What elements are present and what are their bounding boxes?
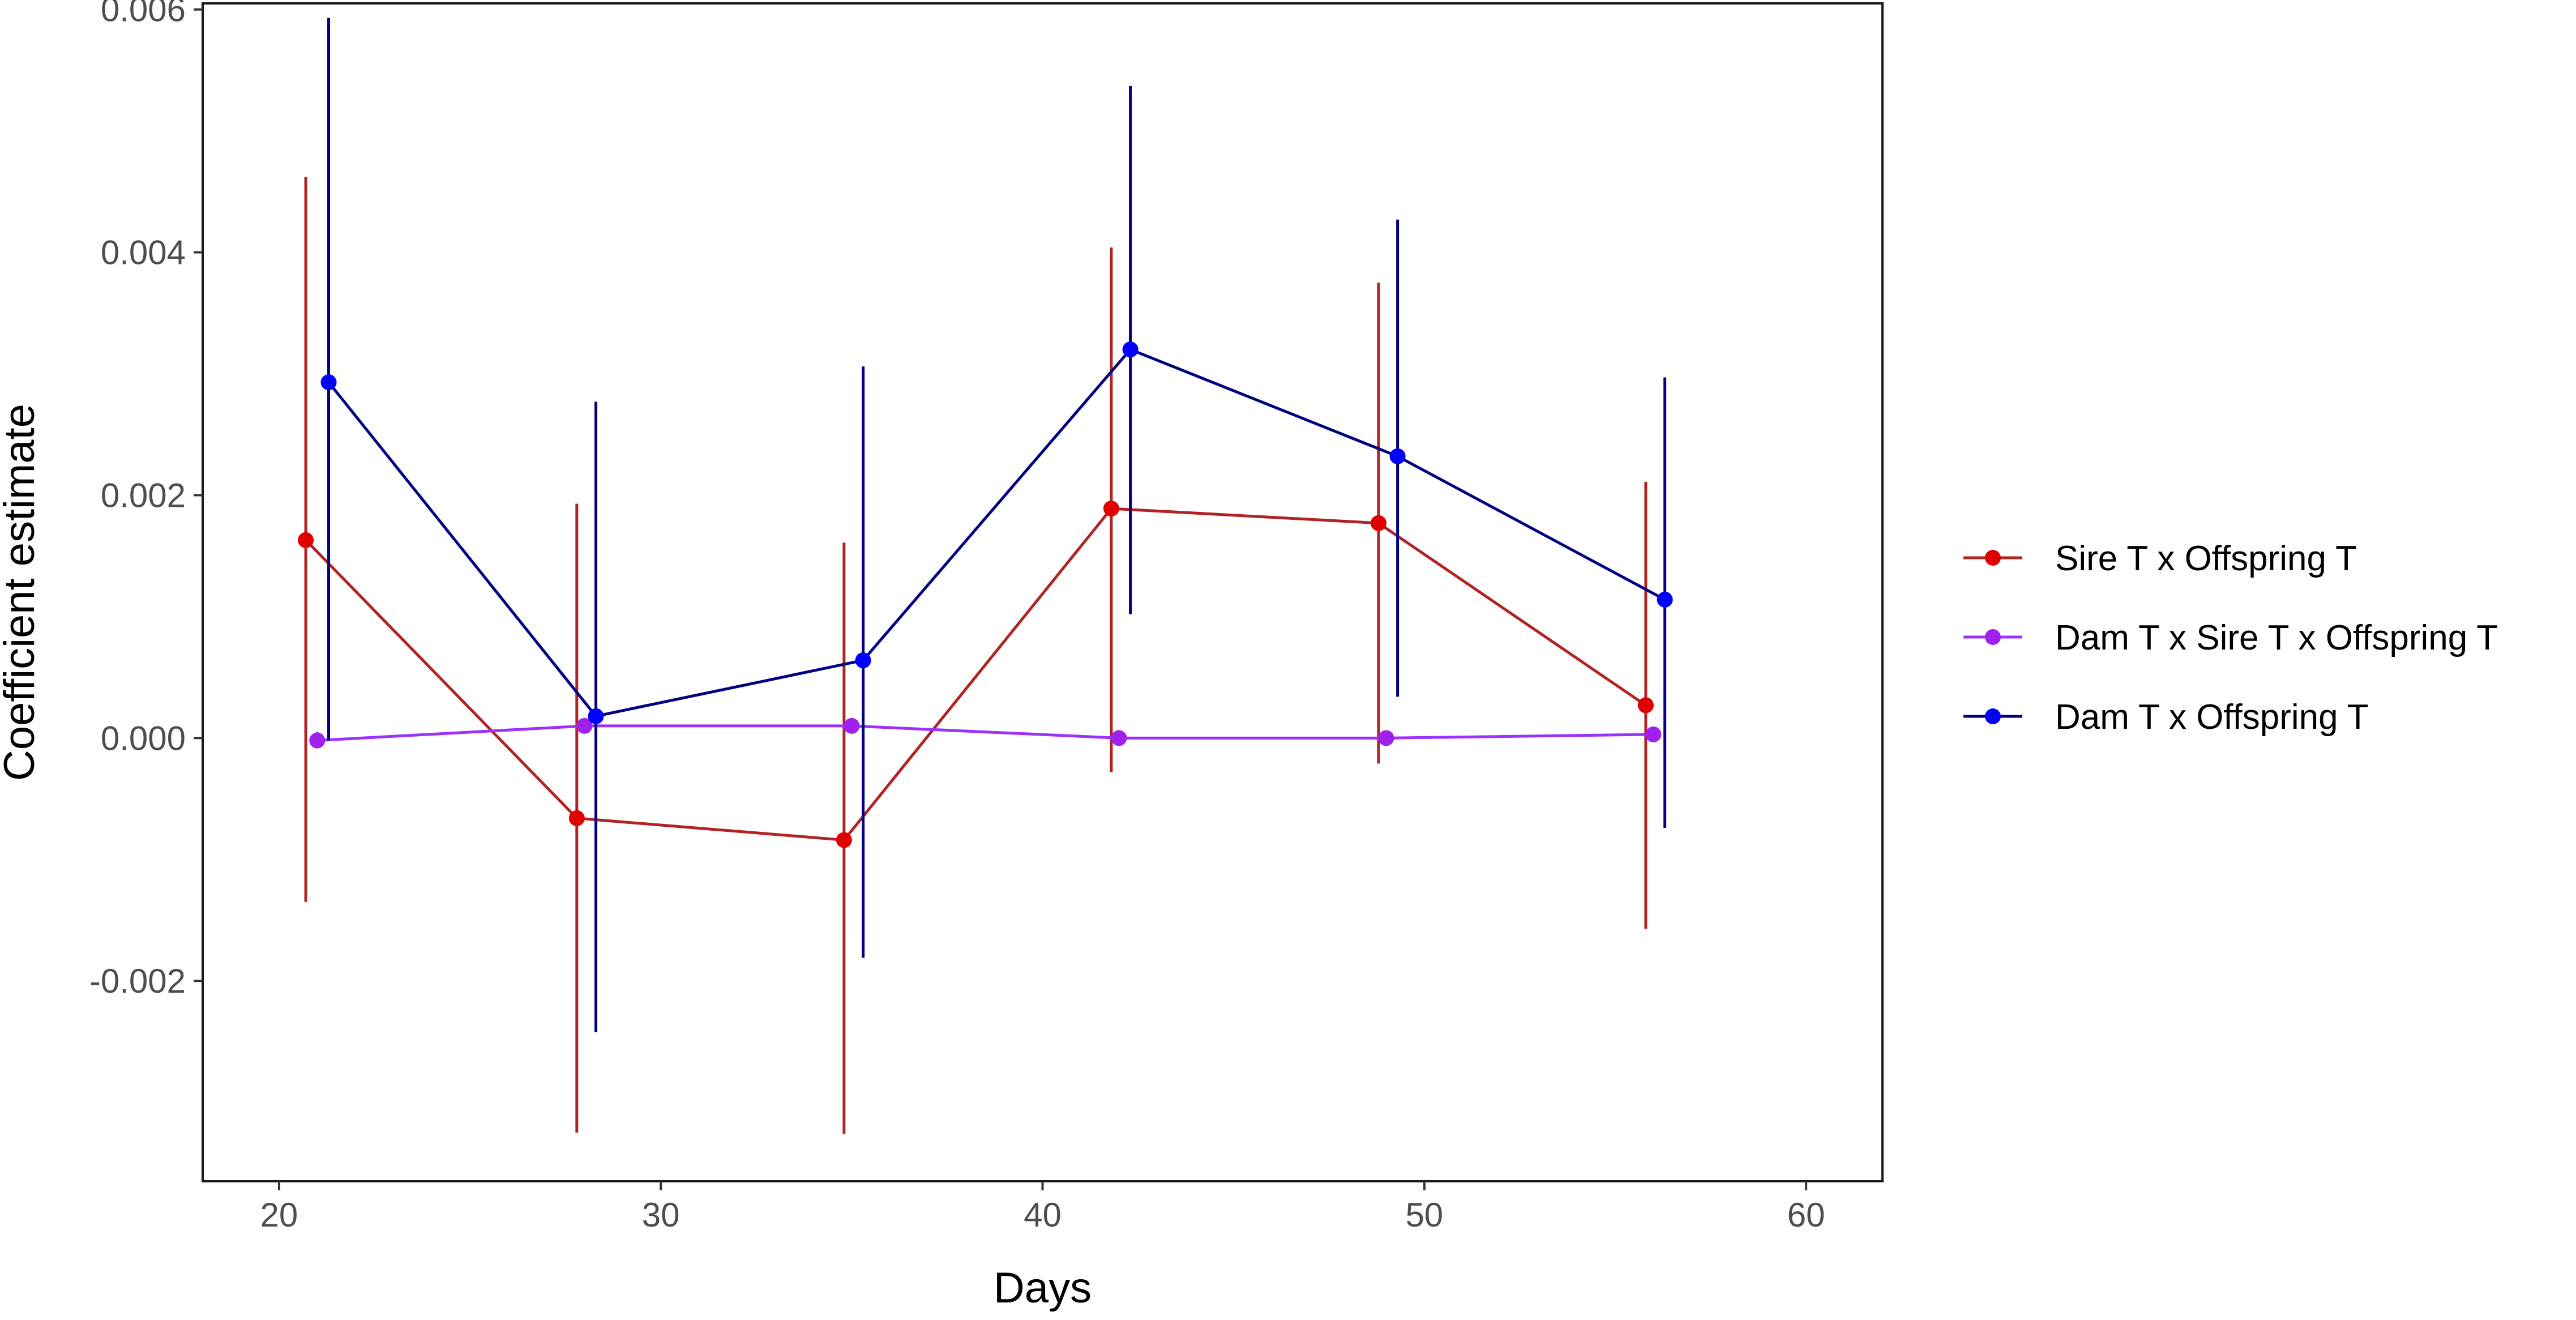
data-point xyxy=(1370,515,1387,531)
data-point xyxy=(309,732,326,749)
legend-key-point xyxy=(1985,629,2001,645)
x-tick-label: 50 xyxy=(1405,1196,1443,1234)
x-tick-label: 20 xyxy=(260,1196,298,1234)
axes: 20 30 40 50 60 -0.002 0.000 0.002 0.004 0.006 xyxy=(89,0,1825,1234)
x-axis-title: Days xyxy=(994,1264,1092,1312)
data-point xyxy=(1111,730,1127,746)
data-point xyxy=(1122,341,1139,358)
series-line xyxy=(327,348,1666,718)
plot-marks xyxy=(298,18,1673,1134)
data-point xyxy=(298,532,314,548)
data-point xyxy=(1657,591,1673,608)
legend-label: Sire T x Offspring T xyxy=(2055,539,2357,578)
series-line xyxy=(317,724,1654,742)
y-tick-label: 0.004 xyxy=(101,234,186,272)
legend-item: Dam T x Offspring T xyxy=(1963,698,2369,737)
data-point xyxy=(1637,697,1654,714)
data-point xyxy=(1103,501,1119,517)
y-tick-label: 0.000 xyxy=(101,719,186,757)
data-point xyxy=(320,374,337,391)
series-1 xyxy=(298,177,1654,1134)
y-tick-label: 0.006 xyxy=(101,0,186,29)
data-point xyxy=(1645,726,1662,742)
x-tick-label: 60 xyxy=(1787,1196,1825,1234)
legend-key-point xyxy=(1985,708,2001,724)
legend-label: Dam T x Sire T x Offspring T xyxy=(2055,618,2498,657)
data-point xyxy=(844,717,860,734)
legend-label: Dam T x Offspring T xyxy=(2055,698,2369,737)
x-tick-label: 30 xyxy=(642,1196,680,1234)
legend-item: Sire T x Offspring T xyxy=(1963,539,2357,578)
y-tick-label: -0.002 xyxy=(89,962,186,1000)
legend: Sire T x Offspring T Dam T x Sire T x Off… xyxy=(1963,539,2498,737)
data-point xyxy=(1378,730,1394,746)
x-tick-label: 40 xyxy=(1024,1196,1062,1234)
series-3 xyxy=(320,18,1673,1032)
data-point xyxy=(576,717,593,734)
legend-key-point xyxy=(1985,550,2001,566)
y-tick-label: 0.002 xyxy=(101,476,186,514)
data-point xyxy=(855,652,871,669)
data-point xyxy=(568,810,585,826)
series-line xyxy=(305,507,1647,842)
data-point xyxy=(836,832,852,848)
data-point xyxy=(1389,448,1406,464)
legend-item: Dam T x Sire T x Offspring T xyxy=(1963,618,2498,657)
y-axis-title: Coefficient estimate xyxy=(0,404,44,781)
data-point xyxy=(588,708,604,724)
series-2 xyxy=(309,717,1662,749)
